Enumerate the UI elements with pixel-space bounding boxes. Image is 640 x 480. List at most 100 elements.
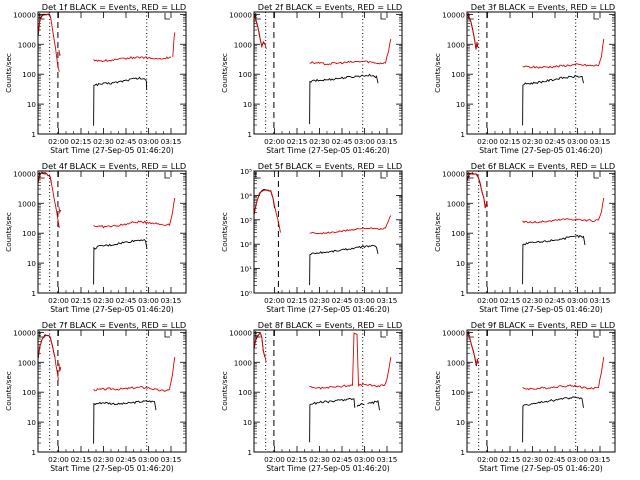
y-tick-label: 1000 — [18, 358, 37, 367]
y-axis-label: Counts/sec — [433, 371, 442, 411]
lld-series-line — [466, 331, 479, 365]
x-tick-label: 02:15 — [71, 455, 92, 464]
x-tick-label: 02:00 — [477, 296, 498, 305]
plot-frame — [253, 329, 403, 453]
x-tick-label: 02:30 — [309, 137, 330, 146]
y-tick-label: 10 — [456, 259, 466, 268]
detector-panel-4: Det 4f BLACK = Events, RED = LLD 1 10 100 10… — [4, 161, 187, 314]
y-tick-label: 1 — [31, 130, 36, 139]
interval-marker — [39, 331, 45, 338]
x-tick-label: 03:00 — [138, 137, 159, 146]
x-tick-label: 02:15 — [287, 296, 308, 305]
y-tick-label: 100 — [22, 70, 36, 79]
y-tick-label: 1000 — [447, 199, 466, 208]
y-tick-label: 10000 — [442, 328, 465, 337]
x-tick-label: 02:45 — [332, 137, 353, 146]
x-tick-label: 02:30 — [522, 137, 543, 146]
y-axis-label: Counts/sec — [220, 212, 229, 252]
y-axis-label: Counts/sec — [220, 371, 229, 411]
x-axis-label: Start Time (27-Sep-05 01:46:20) — [266, 146, 390, 155]
x-axis-label: Start Time (27-Sep-05 01:46:20) — [479, 305, 603, 314]
y-tick-label: 10 — [456, 418, 466, 427]
interval-marker — [468, 331, 474, 338]
y-axis-label: Counts/sec — [220, 53, 229, 93]
y-tick-label: 1000 — [18, 40, 37, 49]
panel-title: Det 3f BLACK = Events, RED = LLD — [471, 2, 615, 12]
x-tick-label: 02:00 — [48, 296, 69, 305]
x-tick-label: 02:45 — [116, 455, 137, 464]
y-tick-label: 100 — [22, 229, 36, 238]
plot-frame — [253, 170, 403, 294]
interval-marker — [164, 331, 171, 338]
lld-series-line — [253, 189, 281, 233]
panel-title: Det 9f BLACK = Events, RED = LLD — [471, 320, 615, 330]
x-tick-label: 03:15 — [377, 455, 398, 464]
x-tick-label: 02:15 — [287, 455, 308, 464]
x-tick-label: 02:00 — [477, 137, 498, 146]
y-tick-label: 10 — [27, 259, 37, 268]
y-tick-label: 10000 — [229, 10, 252, 19]
x-tick-label: 02:15 — [71, 296, 92, 305]
x-tick-label: 03:15 — [377, 137, 398, 146]
y-tick-label: 10 — [27, 100, 37, 109]
x-tick-label: 03:15 — [590, 296, 611, 305]
x-axis-label: Start Time (27-Sep-05 01:46:20) — [479, 146, 603, 155]
x-tick-label: 02:15 — [287, 137, 308, 146]
detector-panel-5: Det 5f BLACK = Events, RED = LLD 10⁰ 10¹ 10… — [220, 161, 403, 314]
y-axis-label: Counts/sec — [4, 53, 13, 93]
lld-series-line — [309, 38, 392, 66]
detector-panel-2: Det 2f BLACK = Events, RED = LLD 1 10 100 10… — [220, 2, 403, 155]
x-tick-label: 02:45 — [332, 296, 353, 305]
x-tick-label: 03:00 — [138, 296, 159, 305]
x-tick-label: 03:00 — [567, 137, 588, 146]
lld-series-line — [253, 332, 267, 363]
y-tick-label: 1 — [31, 289, 36, 298]
y-tick-label: 10 — [27, 418, 37, 427]
y-tick-label: 10¹ — [240, 265, 252, 274]
x-tick-label: 03:15 — [590, 455, 611, 464]
detector-panel-6: Det 6f BLACK = Events, RED = LLD 1 10 100 10… — [433, 161, 616, 314]
y-tick-label: 10⁴ — [240, 191, 252, 200]
lld-series-line — [466, 171, 488, 209]
interval-marker — [380, 172, 387, 179]
events-series-line — [367, 399, 380, 411]
x-tick-label: 03:15 — [161, 455, 182, 464]
lld-series-line — [172, 32, 176, 57]
y-tick-label: 10000 — [13, 10, 36, 19]
lld-series-line — [58, 49, 62, 57]
y-tick-label: 1000 — [18, 199, 37, 208]
x-tick-label: 03:00 — [354, 137, 375, 146]
x-tick-label: 03:00 — [138, 455, 159, 464]
y-tick-label: 10000 — [442, 10, 465, 19]
detector-panel-1: Det 1f BLACK = Events, RED = LLD 1 10 100 10… — [4, 2, 187, 155]
y-tick-label: 10 — [243, 418, 253, 427]
panel-title: Det 8f BLACK = Events, RED = LLD — [258, 320, 402, 330]
x-tick-label: 03:00 — [354, 296, 375, 305]
events-series-line — [37, 171, 52, 183]
detector-panel-9: Det 9f BLACK = Events, RED = LLD 1 10 100 10… — [433, 320, 616, 473]
lld-series-line — [522, 197, 605, 224]
interval-marker — [164, 13, 171, 20]
x-tick-label: 02:30 — [93, 455, 114, 464]
x-tick-label: 02:30 — [93, 296, 114, 305]
x-axis-label: Start Time (27-Sep-05 01:46:20) — [266, 464, 390, 473]
lld-series-line — [37, 13, 60, 72]
y-tick-label: 10² — [240, 240, 252, 249]
lld-series-line — [309, 215, 392, 235]
y-tick-label: 1 — [460, 130, 465, 139]
plot-frame — [466, 170, 616, 294]
x-tick-label: 02:00 — [264, 296, 285, 305]
interval-marker — [380, 331, 387, 338]
y-tick-label: 1 — [31, 448, 36, 457]
x-tick-label: 02:00 — [477, 455, 498, 464]
lld-series-line — [93, 197, 176, 229]
interval-marker — [593, 331, 600, 338]
y-tick-label: 100 — [22, 388, 36, 397]
y-tick-label: 1000 — [234, 40, 253, 49]
x-tick-label: 02:45 — [116, 137, 137, 146]
events-series-line — [93, 239, 148, 285]
events-series-line — [309, 244, 379, 286]
panel-title: Det 6f BLACK = Events, RED = LLD — [471, 161, 615, 171]
x-tick-label: 03:15 — [377, 296, 398, 305]
y-tick-label: 10000 — [13, 169, 36, 178]
